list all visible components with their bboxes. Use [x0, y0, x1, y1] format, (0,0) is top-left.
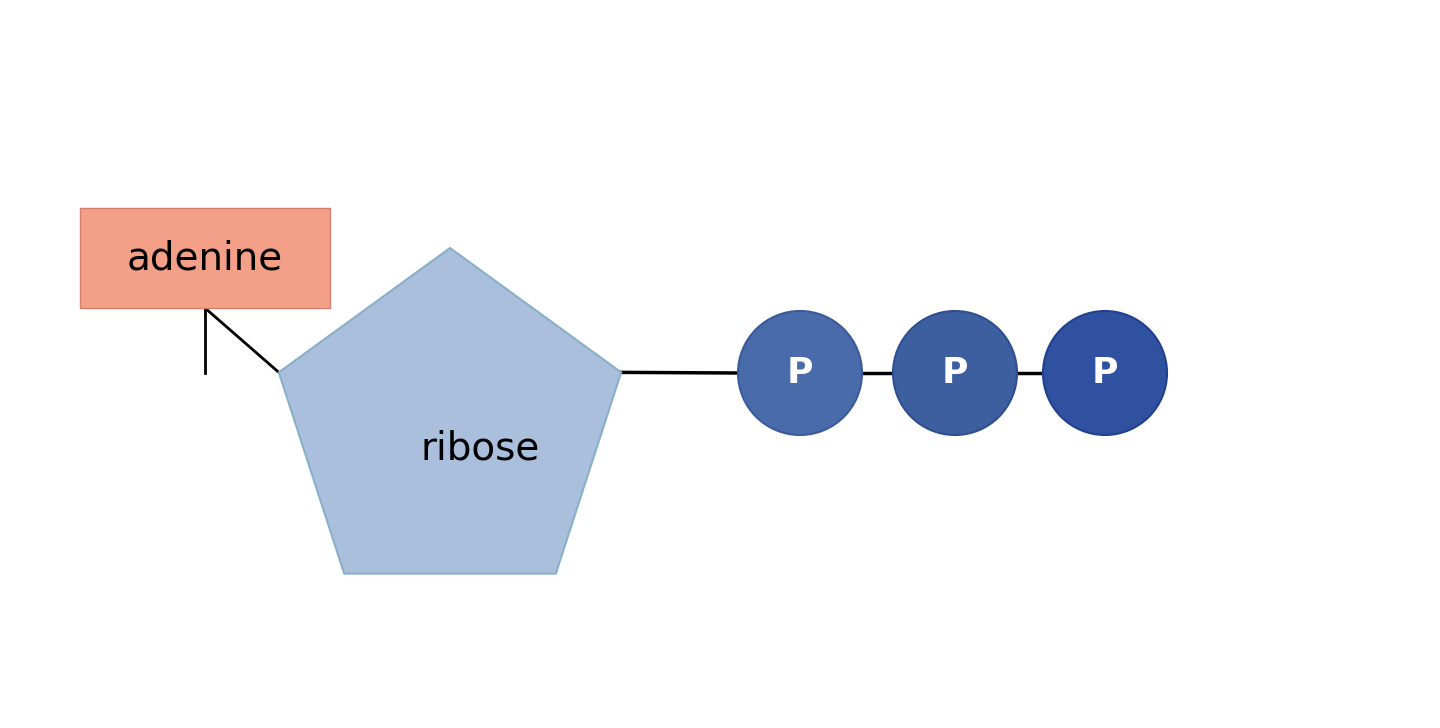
Text: adenine: adenine: [127, 239, 284, 277]
FancyBboxPatch shape: [81, 208, 330, 308]
Text: P: P: [786, 356, 814, 390]
Text: ribose: ribose: [420, 429, 540, 467]
Ellipse shape: [1043, 311, 1166, 435]
Ellipse shape: [739, 311, 863, 435]
Polygon shape: [279, 248, 621, 574]
Text: P: P: [1092, 356, 1119, 390]
Ellipse shape: [893, 311, 1017, 435]
Text: P: P: [942, 356, 968, 390]
